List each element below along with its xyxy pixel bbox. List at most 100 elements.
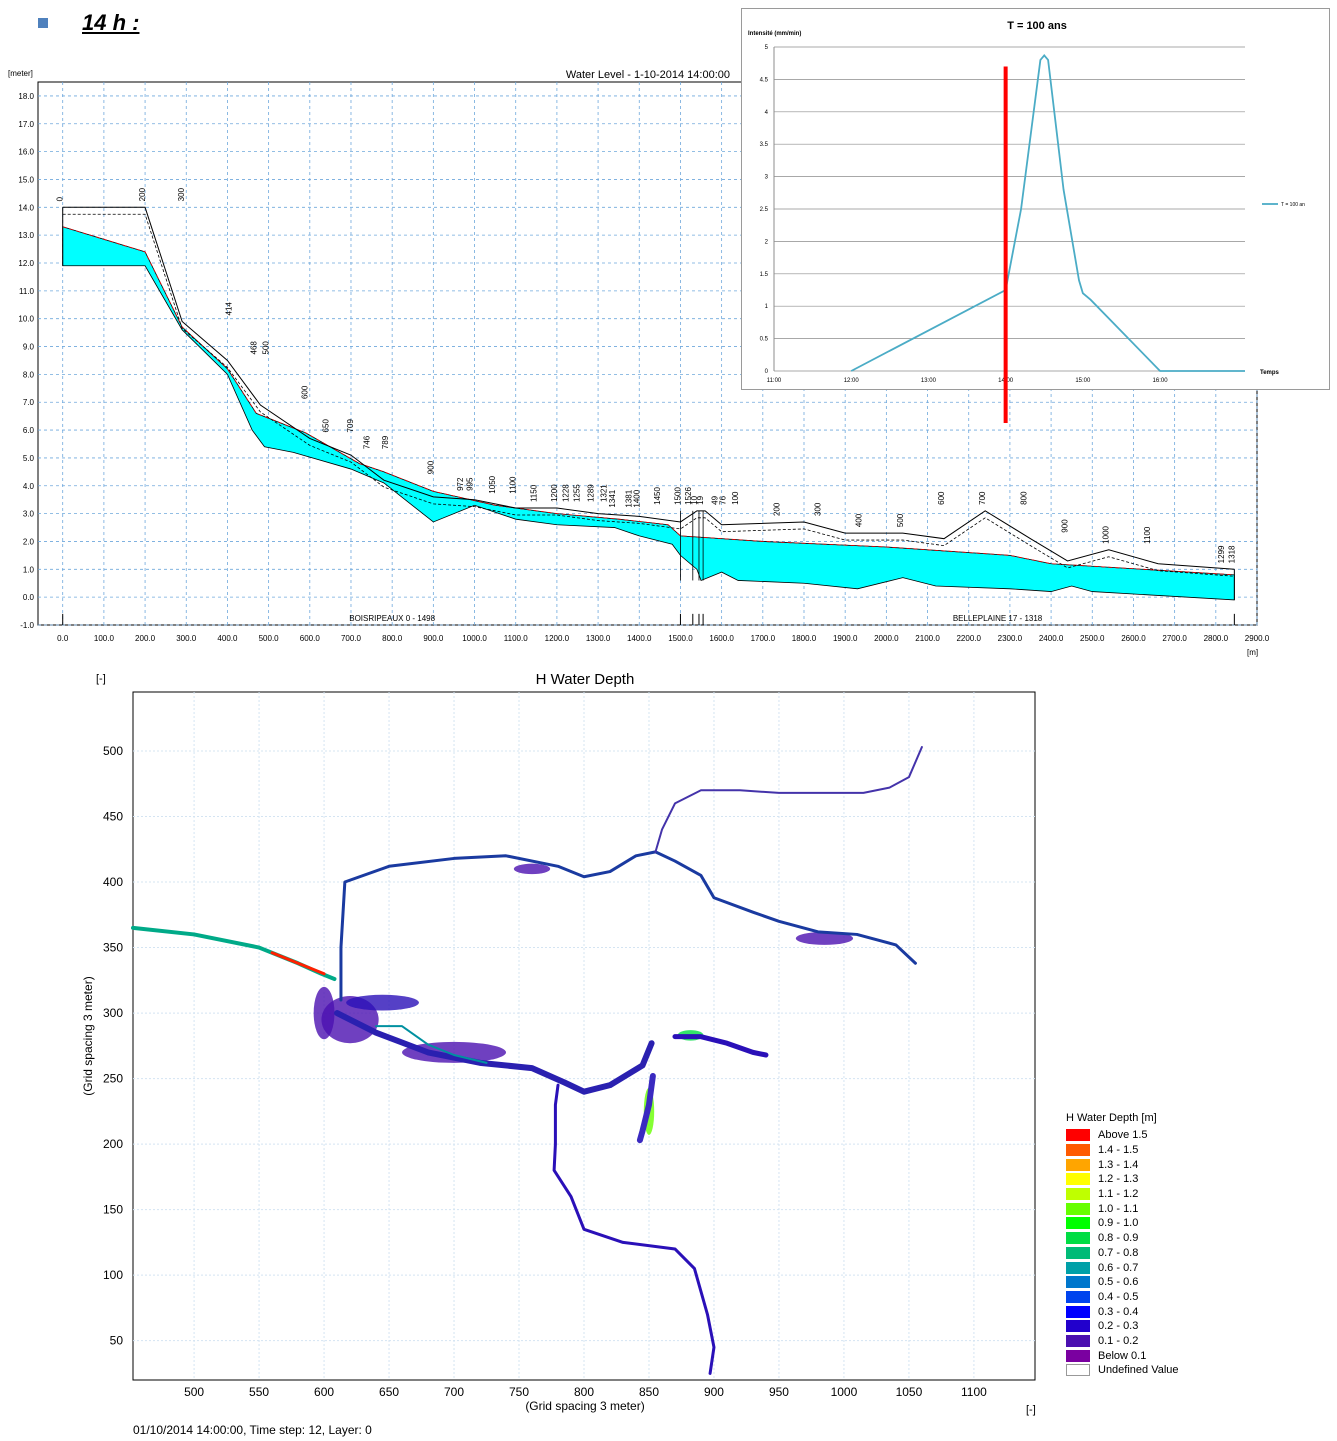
legend-item: 1.4 - 1.5: [1066, 1143, 1179, 1158]
map-x-tick: 950: [769, 1385, 789, 1399]
legend-swatch: [1066, 1173, 1090, 1186]
x-tick-label: 2300.0: [998, 634, 1023, 643]
chainage-label: 1255: [573, 484, 582, 502]
x-tick-label: 2800.0: [1204, 634, 1229, 643]
x-tick-label: 1900.0: [833, 634, 858, 643]
hyetograph-series-line: [850, 54, 1245, 372]
chainage-label: 972: [456, 477, 465, 491]
chainage-label: 1321: [600, 484, 609, 502]
chainage-label: 700: [978, 491, 987, 505]
chainage-label: 500: [262, 341, 271, 355]
legend-swatch: [1066, 1290, 1090, 1303]
x-tick-label: 1400.0: [627, 634, 652, 643]
hyetograph-y-tick: 0: [765, 369, 769, 375]
x-tick-label: 2700.0: [1162, 634, 1187, 643]
legend-item: 1.1 - 1.2: [1066, 1187, 1179, 1202]
y-tick-label: 2.0: [23, 537, 35, 546]
hyetograph-panel: T = 100 ans Intensité (mm/min) Temps 0 0.5 1 1…: [741, 8, 1330, 423]
legend-swatch: [1066, 1232, 1090, 1245]
hyetograph-y-tick: 1: [765, 304, 769, 310]
x-tick-label: 200.0: [135, 634, 156, 643]
map-x-tick: 650: [379, 1385, 399, 1399]
map-y-tick: 400: [103, 875, 123, 889]
y-tick-label: 13.0: [18, 231, 34, 240]
chart-title: Water Level - 1-10-2014 14:00:00: [566, 69, 730, 81]
chainage-label: 200: [772, 502, 781, 516]
legend-swatch: [1066, 1158, 1090, 1171]
legend-label: Above 1.5: [1098, 1129, 1148, 1142]
hyetograph-y-tick: 4.5: [760, 77, 769, 83]
legend-item: 0.9 - 1.0: [1066, 1216, 1179, 1231]
legend-swatch: [1066, 1276, 1090, 1289]
legend-item: 1.3 - 1.4: [1066, 1157, 1179, 1172]
map-y-tick: 200: [103, 1137, 123, 1151]
map-y-tick: 350: [103, 941, 123, 955]
x-tick-label: 2600.0: [1121, 634, 1146, 643]
depth-legend: H Water Depth [m] Above 1.5 1.4 - 1.5 1.3 …: [1066, 1112, 1179, 1378]
flow-channel: [552, 1083, 716, 1375]
legend-swatch: [1066, 1217, 1090, 1230]
chainage-label: 1200: [550, 484, 559, 502]
legend-label: 0.7 - 0.8: [1098, 1246, 1139, 1259]
chainage-label: 1526: [684, 486, 693, 504]
flow-channel: [270, 951, 326, 976]
legend-item: 0.8 - 0.9: [1066, 1231, 1179, 1246]
legend-item: 0.1 - 0.2: [1066, 1334, 1179, 1349]
map-x-axis-label: (Grid spacing 3 meter): [525, 1399, 644, 1413]
hyetograph-y-tick: 5: [765, 45, 769, 51]
chainage-label: 49: [711, 495, 720, 504]
y-tick-label: 4.0: [23, 482, 35, 491]
map-y-tick: 300: [103, 1006, 123, 1020]
hyetograph-y-tick: 2: [765, 239, 769, 245]
y-tick-label: 9.0: [23, 343, 35, 352]
y-tick-label: 5.0: [23, 454, 35, 463]
legend-label: 1.4 - 1.5: [1098, 1144, 1139, 1157]
chainage-label: 1450: [653, 486, 662, 504]
legend-label: 0.9 - 1.0: [1098, 1217, 1139, 1230]
heading-text: 14 h :: [82, 10, 140, 35]
chainage-label: 1318: [1227, 545, 1236, 563]
hyetograph-y-tick: 1.5: [760, 272, 769, 278]
y-tick-label: 6.0: [23, 426, 35, 435]
x-tick-label: 2400.0: [1039, 634, 1064, 643]
chainage-label: 900: [1061, 519, 1070, 533]
chainage-label: 600: [937, 491, 946, 505]
map-x-tick: 900: [704, 1385, 724, 1399]
bullet-square-icon: [38, 18, 48, 28]
map-x-tick: 700: [444, 1385, 464, 1399]
map-y-tick: 250: [103, 1072, 123, 1086]
flooded-patch: [313, 986, 335, 1040]
branch-label: BELLEPLAINE 17 - 1318: [953, 614, 1043, 623]
legend-swatch: [1066, 1202, 1090, 1215]
chainage-label: 1050: [488, 475, 497, 493]
hyetograph-x-tick: 13:00: [921, 378, 937, 384]
legend-label: 0.8 - 0.9: [1098, 1232, 1139, 1245]
chainage-label: 650: [321, 419, 330, 433]
map-x-tick: 800: [574, 1385, 594, 1399]
flow-channel: [375, 1025, 488, 1064]
map-x-tick: 1000: [831, 1385, 858, 1399]
legend-label: 0.3 - 0.4: [1098, 1305, 1139, 1318]
chainage-label: 10: [690, 495, 699, 504]
flooded-patch: [513, 863, 551, 875]
flooded-patch: [346, 994, 419, 1011]
hyetograph-y-tick: 2.5: [760, 207, 769, 213]
flow-channel: [334, 1010, 655, 1095]
map-corner-label: [-]: [96, 673, 106, 685]
map-y-tick: 150: [103, 1203, 123, 1217]
y-tick-label: 1.0: [23, 565, 35, 574]
x-tick-label: 1300.0: [586, 634, 611, 643]
chainage-label: 900: [426, 460, 435, 474]
legend-swatch: [1066, 1364, 1090, 1377]
hyetograph-title: T = 100 ans: [1007, 20, 1067, 32]
x-tick-label: 100.0: [94, 634, 115, 643]
legend-swatch: [1066, 1305, 1090, 1318]
chainage-label: 600: [301, 385, 310, 399]
y-axis-label: [meter]: [8, 69, 33, 78]
chainage-label: 500: [896, 513, 905, 527]
chainage-label: 1341: [608, 489, 617, 507]
hyetograph-x-tick: 16:00: [1153, 378, 1169, 384]
hyetograph-y-label: Intensité (mm/min): [748, 31, 801, 37]
map-x-tick: 850: [639, 1385, 659, 1399]
x-tick-label: 1100.0: [504, 634, 528, 643]
